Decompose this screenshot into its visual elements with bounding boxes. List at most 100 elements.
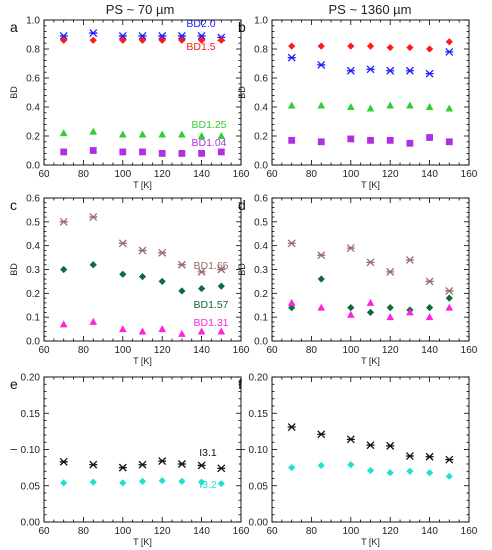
y-axis-label: BD (9, 86, 19, 99)
x-tick-label: 120 (154, 345, 171, 356)
series-label: BD1.57 (193, 299, 228, 311)
data-point (217, 132, 226, 139)
data-point (445, 303, 454, 311)
data-point (138, 246, 147, 255)
data-point (445, 286, 454, 295)
data-point (317, 430, 326, 439)
y-tick-label: 0.05 (249, 481, 269, 492)
x-tick-label: 160 (461, 345, 478, 356)
series-series1 (287, 47, 454, 78)
data-point (366, 308, 375, 316)
data-point (89, 36, 97, 44)
data-point (288, 136, 296, 144)
x-tick-label: 160 (233, 169, 250, 180)
y-axis-label: BD (237, 263, 247, 276)
data-point (158, 31, 167, 40)
x-tick-label: 140 (421, 345, 438, 356)
data-point (197, 267, 206, 276)
data-point (178, 329, 186, 337)
series-series2 (287, 101, 454, 112)
data-point (59, 320, 68, 328)
x-tick-label: 60 (38, 526, 50, 537)
x-tick-label: 80 (78, 345, 90, 356)
data-point (288, 304, 296, 312)
data-point (366, 441, 375, 450)
y-tick-label: 0.00 (249, 518, 269, 529)
data-point (425, 277, 434, 286)
x-tick-label: 160 (461, 526, 478, 537)
x-tick-label: 140 (193, 169, 210, 180)
data-point (366, 42, 375, 50)
data-point (287, 53, 296, 62)
data-point (366, 298, 375, 306)
x-tick-label: 120 (382, 526, 399, 537)
y-tick-label: 0.8 (26, 45, 40, 56)
data-point (347, 310, 355, 318)
y-tick-label: 0.05 (21, 481, 41, 492)
y-tick-label: 1.0 (254, 16, 268, 27)
data-point (119, 270, 127, 278)
data-point (406, 139, 414, 147)
data-point (386, 267, 395, 276)
data-point (406, 308, 414, 316)
data-point (317, 275, 325, 283)
series-BD1.04: BD1.04 (60, 137, 227, 157)
data-point (386, 441, 395, 450)
series-series0 (287, 423, 454, 464)
data-point (347, 103, 355, 110)
data-point (445, 472, 453, 480)
data-point (138, 327, 147, 335)
series-I3.2: I3.2 (60, 477, 225, 491)
data-point (287, 423, 296, 431)
data-point (366, 104, 375, 112)
data-point (366, 466, 375, 475)
x-tick-label: 100 (342, 345, 359, 356)
data-point (158, 325, 166, 333)
y-tick-label: 0.20 (249, 373, 269, 384)
data-point (288, 42, 296, 50)
y-tick-label: 0.10 (249, 445, 269, 456)
data-point (406, 101, 414, 109)
data-point (178, 477, 186, 485)
y-tick-label: 0.0 (26, 161, 40, 172)
y-tick-label: 0.4 (26, 103, 40, 114)
data-point (60, 265, 68, 274)
data-point (386, 304, 394, 312)
data-point (89, 127, 98, 135)
data-point (386, 101, 394, 109)
y-tick-label: 0.5 (254, 217, 268, 228)
data-point (177, 260, 186, 269)
series-label: BD1.65 (193, 260, 228, 272)
data-point (217, 479, 225, 488)
y-tick-label: 0.6 (254, 194, 268, 205)
chart-panel-b: 60 80 100 120 140 160 0.0 0.2 0.4 0.6 0.8 1.0 T [K] B… (237, 16, 478, 191)
series-BD1.65: BD1.65 (59, 213, 229, 276)
data-point (317, 60, 326, 69)
y-tick-label: 0.2 (26, 132, 40, 143)
data-point (138, 36, 147, 44)
y-tick-label: 0.4 (26, 241, 40, 252)
x-tick-label: 60 (266, 526, 278, 537)
series-label: BD1.04 (191, 137, 226, 149)
data-point (89, 29, 98, 38)
y-tick-label: 0.2 (26, 289, 40, 300)
y-tick-label: 0.2 (254, 132, 268, 143)
plot-frame (271, 376, 470, 523)
x-tick-label: 140 (193, 526, 210, 537)
x-axis-label: T [K] (361, 356, 380, 366)
data-point (366, 258, 375, 267)
data-point (445, 38, 453, 46)
series-series2 (287, 298, 454, 321)
data-point (386, 136, 394, 144)
series-I3.1: I3.1 (59, 447, 226, 473)
data-point (59, 31, 68, 40)
data-point (445, 294, 453, 302)
data-point (59, 217, 68, 226)
data-point (386, 43, 394, 52)
data-point (405, 256, 414, 264)
series-label: BD1.31 (193, 317, 228, 329)
data-point (119, 479, 127, 487)
series-BD2.0: BD2.0 (59, 18, 226, 42)
data-point (158, 277, 166, 286)
